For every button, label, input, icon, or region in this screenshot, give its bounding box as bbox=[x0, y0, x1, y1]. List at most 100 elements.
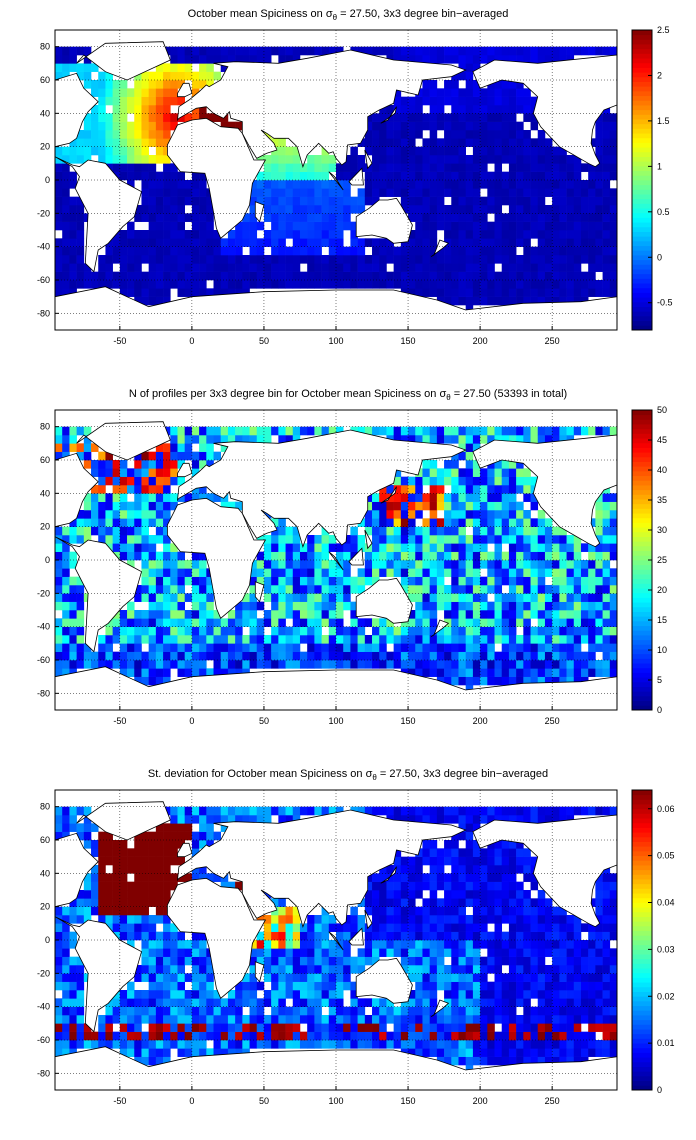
heatmap-cell bbox=[386, 998, 394, 1007]
heatmap-cell bbox=[501, 560, 510, 569]
heatmap-cell bbox=[98, 476, 106, 486]
heatmap-cell bbox=[155, 890, 164, 899]
heatmap-cell bbox=[523, 898, 531, 907]
heatmap-cell bbox=[588, 246, 596, 256]
heatmap-cell bbox=[516, 981, 524, 991]
heatmap-cell bbox=[458, 973, 466, 982]
heatmap-cell bbox=[163, 998, 171, 1007]
heatmap-cell bbox=[451, 923, 459, 932]
heatmap-cell bbox=[177, 998, 185, 1007]
heatmap-cell bbox=[508, 551, 517, 561]
heatmap-cell bbox=[76, 221, 85, 231]
heatmap-cell bbox=[148, 280, 157, 289]
heatmap-cell bbox=[141, 576, 149, 586]
heatmap-cell bbox=[480, 865, 488, 874]
heatmap-cell bbox=[263, 163, 272, 172]
heatmap-cell bbox=[408, 55, 416, 64]
colorbar-segment bbox=[632, 578, 652, 584]
heatmap-cell bbox=[206, 585, 214, 594]
heatmap-cell bbox=[235, 881, 243, 891]
heatmap-cell bbox=[213, 668, 222, 677]
heatmap-cell bbox=[184, 626, 193, 636]
colorbar-frame bbox=[631, 29, 653, 331]
heatmap-cell bbox=[501, 973, 510, 982]
heatmap-cell bbox=[235, 246, 243, 256]
heatmap-cell bbox=[400, 865, 409, 874]
heatmap-cell bbox=[588, 263, 596, 272]
heatmap-cell bbox=[516, 518, 524, 527]
heatmap-cell bbox=[465, 71, 474, 81]
heatmap-cell bbox=[285, 626, 294, 636]
heatmap-cell bbox=[69, 526, 77, 536]
heatmap-cell bbox=[552, 288, 560, 297]
heatmap-cell bbox=[487, 138, 495, 147]
heatmap-cell bbox=[494, 485, 503, 494]
heatmap-cell bbox=[213, 990, 222, 999]
heatmap-cell bbox=[494, 526, 503, 536]
heatmap-cell bbox=[523, 146, 531, 156]
heatmap-cell bbox=[328, 660, 337, 669]
heatmap-cell bbox=[487, 113, 495, 122]
heatmap-cell bbox=[552, 1015, 560, 1024]
heatmap-cell bbox=[148, 296, 157, 306]
heatmap-cell bbox=[588, 626, 596, 636]
heatmap-cell bbox=[199, 485, 207, 494]
heatmap-cell bbox=[516, 535, 524, 544]
heatmap-cell bbox=[393, 890, 402, 899]
heatmap-cell bbox=[83, 898, 92, 907]
heatmap-cell bbox=[494, 296, 503, 306]
heatmap-cell bbox=[537, 890, 546, 899]
heatmap-cell bbox=[328, 230, 337, 239]
colorbar-segment bbox=[632, 264, 652, 270]
heatmap-cell bbox=[314, 426, 322, 436]
heatmap-cell bbox=[408, 898, 416, 907]
x-tick-label: 150 bbox=[401, 336, 416, 346]
heatmap-cell bbox=[602, 205, 611, 214]
heatmap-cell bbox=[350, 1031, 358, 1041]
heatmap-cell bbox=[163, 965, 171, 974]
heatmap-cell bbox=[321, 196, 330, 206]
colorbar-segment bbox=[632, 517, 652, 523]
heatmap-cell bbox=[602, 593, 611, 602]
heatmap-cell bbox=[537, 1031, 546, 1041]
heatmap-cell bbox=[271, 643, 279, 652]
heatmap-cell bbox=[494, 196, 503, 206]
heatmap-cell bbox=[98, 856, 106, 866]
heatmap-cell bbox=[480, 543, 488, 552]
heatmap-cell bbox=[105, 651, 113, 661]
heatmap-cell bbox=[415, 55, 423, 64]
heatmap-cell bbox=[422, 585, 430, 594]
heatmap-cell bbox=[429, 806, 438, 816]
heatmap-cell bbox=[494, 585, 503, 594]
heatmap-cell bbox=[408, 626, 416, 636]
heatmap-cell bbox=[350, 610, 358, 619]
heatmap-cell bbox=[364, 510, 373, 519]
heatmap-cell bbox=[537, 296, 546, 306]
heatmap-cell bbox=[278, 551, 286, 561]
heatmap-cell bbox=[191, 956, 200, 966]
heatmap-cell bbox=[62, 263, 70, 272]
heatmap-cell bbox=[263, 635, 272, 644]
heatmap-cell bbox=[213, 451, 222, 461]
heatmap-cell bbox=[148, 881, 157, 891]
heatmap-cell bbox=[530, 668, 539, 677]
heatmap-cell bbox=[235, 1015, 243, 1024]
heatmap-cell bbox=[328, 1006, 337, 1016]
heatmap-cell bbox=[170, 601, 178, 611]
heatmap-cell bbox=[55, 965, 63, 974]
heatmap-cell bbox=[480, 990, 488, 999]
heatmap-cell bbox=[508, 973, 517, 982]
heatmap-cell bbox=[465, 113, 474, 122]
heatmap-cell bbox=[249, 1015, 258, 1024]
heatmap-cell bbox=[379, 998, 387, 1007]
heatmap-cell bbox=[422, 1031, 430, 1041]
heatmap-cell bbox=[163, 255, 171, 264]
heatmap-cell bbox=[444, 965, 452, 974]
heatmap-cell bbox=[508, 1031, 517, 1041]
heatmap-cell bbox=[415, 618, 423, 627]
heatmap-cell bbox=[263, 238, 272, 247]
heatmap-cell bbox=[263, 213, 272, 222]
heatmap-cell bbox=[595, 493, 603, 502]
heatmap-cell bbox=[177, 610, 185, 619]
heatmap-cell bbox=[393, 163, 402, 172]
